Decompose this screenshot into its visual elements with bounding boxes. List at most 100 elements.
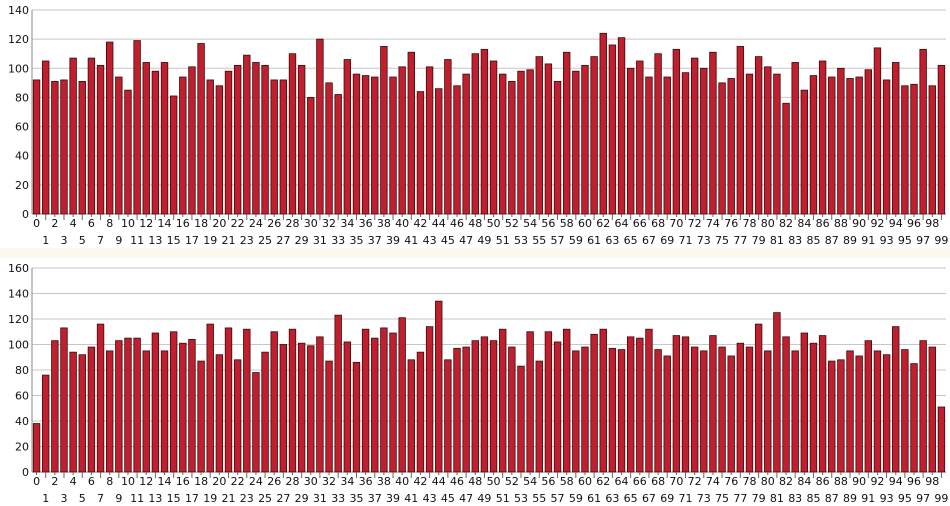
bottom-x-tick-label: 85 <box>806 492 820 505</box>
top-x-tick-label: 30 <box>304 217 318 230</box>
bottom-bar <box>96 323 105 473</box>
top-x-tick-label: 18 <box>194 217 208 230</box>
top-x-tick-label: 52 <box>505 217 519 230</box>
top-x-tick-label: 49 <box>477 234 491 247</box>
bottom-bar <box>526 331 534 473</box>
bottom-x-tick-label: 64 <box>615 475 629 488</box>
bottom-x-tick-label: 42 <box>413 475 427 488</box>
top-bar <box>124 89 132 215</box>
bottom-x-tick-label: 27 <box>276 492 290 505</box>
top-x-tick-label: 73 <box>697 234 711 247</box>
bottom-x-tick-label: 58 <box>560 475 574 488</box>
top-x-tick-label: 62 <box>596 217 610 230</box>
top-x-tick-label: 23 <box>240 234 254 247</box>
bottom-x-tick-label: 49 <box>477 492 491 505</box>
bottom-x-tick-label: 86 <box>816 475 830 488</box>
bottom-bar <box>892 326 900 473</box>
bottom-y-tick-label: 120 <box>8 313 29 326</box>
top-bar <box>526 69 534 215</box>
top-x-tick-label: 59 <box>569 234 583 247</box>
top-x-tick-label: 63 <box>605 234 619 247</box>
top-x-tick-label: 50 <box>487 217 501 230</box>
bottom-bar <box>590 333 598 473</box>
bottom-bar <box>160 350 169 473</box>
bottom-bar <box>745 346 754 473</box>
top-y-tick-label: 0 <box>22 208 29 221</box>
bottom-bar <box>252 372 260 473</box>
top-bar <box>754 56 763 215</box>
top-bar <box>297 64 306 215</box>
top-x-tick-label: 65 <box>624 234 638 247</box>
bottom-x-tick-label: 13 <box>148 492 162 505</box>
bottom-bar <box>60 327 68 473</box>
top-bar <box>307 97 315 215</box>
top-bar <box>188 66 196 215</box>
bottom-bar <box>882 354 891 473</box>
bottom-x-tick-label: 75 <box>715 492 729 505</box>
bottom-bar <box>754 323 763 473</box>
bottom-x-tick-label: 20 <box>212 475 226 488</box>
top-bar <box>727 78 735 215</box>
top-bar <box>380 46 388 215</box>
bottom-bar <box>489 340 498 473</box>
bottom-bar <box>727 355 735 473</box>
top-x-tick-label: 78 <box>742 217 756 230</box>
bottom-x-tick-label: 44 <box>432 475 446 488</box>
top-bar <box>599 32 607 215</box>
top-bar <box>892 62 900 215</box>
top-bar <box>572 70 580 215</box>
top-y-tick-label: 20 <box>15 179 29 192</box>
bottom-x-tick-label: 50 <box>487 475 501 488</box>
top-x-tick-label: 7 <box>97 234 104 247</box>
top-bar <box>106 41 114 215</box>
top-x-tick-label: 72 <box>688 217 702 230</box>
top-x-tick-label: 20 <box>212 217 226 230</box>
top-y-tick-label: 80 <box>15 91 29 104</box>
bottom-x-tick-label: 60 <box>578 475 592 488</box>
bottom-bar <box>718 346 726 473</box>
bottom-bar <box>681 336 690 473</box>
top-bar <box>544 63 553 215</box>
bottom-x-tick-label: 61 <box>587 492 601 505</box>
bottom-x-tick-label: 81 <box>770 492 784 505</box>
bottom-x-tick-label: 19 <box>203 492 217 505</box>
bottom-bar <box>563 328 571 473</box>
top-x-tick-label: 9 <box>115 234 122 247</box>
top-x-tick-label: 53 <box>514 234 528 247</box>
top-x-tick-label: 6 <box>88 217 95 230</box>
bottom-bar <box>654 349 662 473</box>
bottom-x-tick-label: 69 <box>660 492 674 505</box>
bottom-x-tick-label: 18 <box>194 475 208 488</box>
top-x-tick-label: 12 <box>139 217 153 230</box>
top-x-tick-label: 37 <box>368 234 382 247</box>
bottom-y-tick-label: 20 <box>15 441 29 454</box>
top-x-tick-label: 80 <box>761 217 775 230</box>
bottom-x-tick-label: 51 <box>496 492 510 505</box>
bottom-x-tick-label: 96 <box>907 475 921 488</box>
bottom-bar <box>672 335 681 473</box>
bottom-x-tick-label: 17 <box>185 492 199 505</box>
top-x-tick-label: 75 <box>715 234 729 247</box>
bottom-bar <box>809 342 818 473</box>
bottom-bar <box>663 355 671 473</box>
bottom-bar <box>791 350 799 473</box>
bottom-x-tick-label: 89 <box>843 492 857 505</box>
bottom-x-tick-label: 29 <box>295 492 309 505</box>
top-x-tick-label: 89 <box>843 234 857 247</box>
top-bar <box>115 76 123 215</box>
top-x-tick-label: 22 <box>231 217 245 230</box>
top-bar <box>151 70 160 215</box>
bottom-bar <box>32 423 41 473</box>
top-x-tick-label: 81 <box>770 234 784 247</box>
bottom-bar <box>553 341 562 473</box>
top-bar <box>471 53 479 215</box>
bottom-x-tick-label: 55 <box>532 492 546 505</box>
bottom-bar <box>864 340 873 473</box>
bottom-x-tick-label: 37 <box>368 492 382 505</box>
bottom-bar <box>499 328 507 473</box>
top-x-tick-label: 4 <box>70 217 77 230</box>
top-x-tick-label: 92 <box>870 217 884 230</box>
bottom-bar <box>270 331 278 473</box>
top-x-tick-label: 83 <box>788 234 802 247</box>
top-bar <box>636 60 644 215</box>
